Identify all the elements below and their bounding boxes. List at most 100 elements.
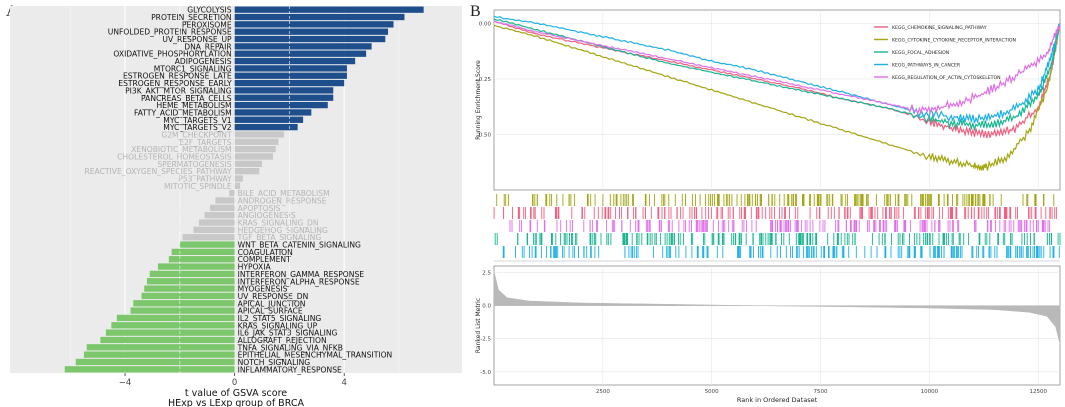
legend-label: KEGG_FOCAL_ADHESION <box>892 50 949 56</box>
bar <box>234 57 356 65</box>
bar-label: MITOTIC_SPINDLE <box>164 182 232 191</box>
gene-hit-band <box>494 233 1061 245</box>
bar <box>234 175 243 182</box>
bar-label: MYC_TARGETS_V2 <box>163 123 232 132</box>
bar <box>234 72 347 79</box>
es-series-line <box>493 18 1061 132</box>
x-tick-label: 10000 <box>921 389 939 395</box>
bar <box>234 43 372 50</box>
bar-label: IL6_JAK_STAT3_SIGNALING <box>238 329 338 338</box>
bar-label: ADIPOGENESIS <box>175 57 232 66</box>
bar-label: APOPTOSIS <box>238 204 281 213</box>
bar <box>199 219 235 226</box>
x-tick-label: 2500 <box>596 389 610 395</box>
bar <box>229 190 235 197</box>
x-tick-label: 7500 <box>814 389 828 395</box>
es-y-tick-label: -0.50 <box>477 132 492 138</box>
panel-b-label: B <box>470 3 481 20</box>
bar <box>116 314 235 322</box>
bar-label: MYC_TARGETS_V1 <box>163 116 232 125</box>
bar <box>100 336 235 344</box>
bar <box>234 131 284 138</box>
bar-label: TGF_BETA_SIGNALING <box>237 233 322 242</box>
bar-label: HEME_METABOLISM <box>156 101 231 110</box>
bar-label: NOTCH_SIGNALING <box>238 358 311 367</box>
x-axis-subtitle: HExp vs LExp group of BRCA <box>168 398 304 407</box>
bar-label: ANGIOGENESIS <box>238 211 296 220</box>
metric-y-tick-label: -2.5 <box>480 337 491 343</box>
ranked-metric-area <box>493 271 1061 345</box>
gene-hit-band <box>493 207 1057 219</box>
bar-label: ESTROGEN_RESPONSE_EARLY <box>118 79 232 88</box>
bar-label: PROTEIN_SECRETION <box>151 13 232 22</box>
bar <box>193 226 235 234</box>
es-series-line <box>493 23 1061 172</box>
bar-label: OXIDATIVE_PHOSPHORYLATION <box>113 50 231 59</box>
bar-label: UNFOLDED_PROTEIN_RESPONSE <box>108 28 232 37</box>
bar-label: ALLOGRAFT_REJECTION <box>238 336 327 345</box>
x-tick-label: 12500 <box>1029 389 1047 395</box>
bar <box>234 116 304 123</box>
gene-hit-band <box>496 194 1055 206</box>
bar <box>215 197 235 204</box>
metric-y-axis-title: Ranked List Metric <box>475 298 482 353</box>
bar-label: ESTROGEN_RESPONSE_LATE <box>123 72 232 81</box>
bar-label: KRAS_SIGNALING_UP <box>238 321 318 330</box>
bar-label: IL2_STAT5_SIGNALING <box>238 314 322 323</box>
bar <box>179 241 235 248</box>
bar-label: P53_PATHWAY <box>178 174 232 183</box>
metric-y-tick-label: -5.0 <box>480 370 491 376</box>
bar-label: UV_RESPONSE_DN <box>238 292 309 301</box>
bar <box>234 182 241 189</box>
bar <box>234 123 298 131</box>
bar <box>146 278 235 285</box>
bar <box>86 344 235 351</box>
bar <box>234 101 328 109</box>
bar-label: MYOGENESIS <box>238 285 288 294</box>
bar-label: EPITHELIAL_MESENCHYMAL_TRANSITION <box>238 351 393 360</box>
metric-panel-frame <box>493 265 1061 386</box>
x-tick-label: −4 <box>119 378 132 388</box>
bar <box>141 292 235 300</box>
bar-label: COMPLEMENT <box>238 255 291 264</box>
bar-label: XENOBIOTIC_METABOLISM <box>131 145 232 154</box>
bar-label: G2M_CHECKPOINT <box>161 130 232 139</box>
bar <box>234 35 386 43</box>
bar <box>209 204 235 212</box>
gene-hit-band <box>509 220 1051 232</box>
bar <box>130 307 235 314</box>
bar-label: MTORC1_SIGNALING <box>154 64 232 73</box>
bar <box>75 358 235 366</box>
x-tick-label: 5000 <box>705 389 719 395</box>
bar <box>182 234 235 241</box>
gene-hit-band <box>502 246 1060 258</box>
bar <box>64 366 235 373</box>
bar <box>157 263 235 270</box>
gsva-bar-chart: GLYCOLYSISPROTEIN_SECRETIONPEROXISOMEUNF… <box>10 6 462 407</box>
legend-label: KEGG_PATHWAYS_IN_CANCER <box>892 63 961 69</box>
bar-label: SPERMATOGENESIS <box>157 160 231 169</box>
bar-label: FATTY_ACID_METABOLISM <box>134 108 232 117</box>
es-series-line <box>493 15 1061 124</box>
bar-label: WNT_BETA_CATENIN_SIGNALING <box>238 241 361 250</box>
x-tick-label: 0 <box>232 378 237 388</box>
metric-y-tick-label: 2.5 <box>482 271 491 277</box>
x-axis-title: Rank in Ordered Dataset <box>737 396 818 404</box>
bar <box>234 21 394 28</box>
bar <box>234 145 276 153</box>
metric-y-tick-label: 0.0 <box>482 304 491 310</box>
bar <box>234 65 347 72</box>
bar-label: CHOLESTEROL_HOMEOSTASIS <box>117 152 232 161</box>
bar <box>111 322 235 329</box>
bar <box>234 109 312 116</box>
bar <box>234 6 424 13</box>
bar-label: REACTIVE_OXYGEN_SPECIES_PATHWAY <box>84 167 231 176</box>
legend-label: KEGG_CHEMOKINE_SIGNALING_PATHWAY <box>892 25 987 31</box>
bar <box>234 87 334 94</box>
bar-label: PEROXISOME <box>182 20 232 29</box>
bar-label: GLYCOLYSIS <box>187 6 232 15</box>
x-axis-title: t value of GSVA score <box>185 388 287 399</box>
bar <box>234 138 279 145</box>
bar <box>204 212 235 219</box>
